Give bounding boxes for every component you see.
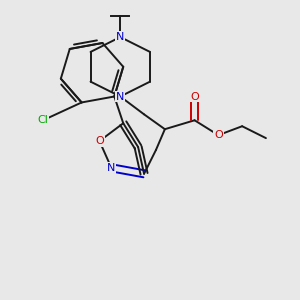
Text: Cl: Cl: [38, 115, 48, 125]
Text: N: N: [116, 32, 124, 42]
Text: N: N: [107, 163, 116, 173]
Text: O: O: [95, 136, 104, 146]
Text: O: O: [190, 92, 199, 101]
Text: O: O: [214, 130, 223, 140]
Text: N: N: [116, 92, 124, 101]
